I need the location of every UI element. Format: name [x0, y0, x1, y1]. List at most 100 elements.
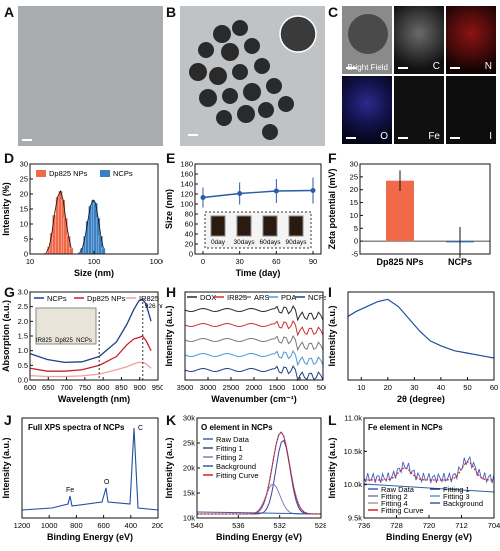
y-tick-label: 10.0k [344, 480, 363, 489]
x-tick-label: 500 [317, 383, 326, 392]
panel-label-e: E [166, 150, 176, 166]
y-tick-label: 0 [24, 250, 28, 259]
y-tick-label: 20k [183, 464, 195, 473]
y-tick-label: 20 [350, 185, 358, 194]
x-tick-label: 712 [455, 521, 468, 530]
legend-label: Background [216, 462, 256, 471]
plot-frame [184, 291, 324, 381]
panel-label-l: L [328, 412, 337, 428]
y-axis-label: Intensity (a.u.) [1, 437, 11, 498]
y-axis-label: Absorption (a.u.) [1, 300, 11, 372]
y-axis-label: Intensity (a.u.) [327, 437, 337, 498]
peak-label: C [138, 425, 143, 432]
panel-label-g: G [4, 284, 15, 300]
vial-label: 30days [234, 239, 256, 246]
category-label: NCPs [448, 257, 472, 267]
background-line [196, 511, 322, 515]
fitting-2 [197, 483, 321, 515]
vial [210, 215, 226, 237]
x-axis-label: Binding Energy (eV) [386, 532, 472, 542]
eds-map-n: N [446, 6, 496, 74]
x-tick-label: 30 [235, 257, 243, 266]
tem-image-b [180, 6, 325, 146]
y-tick-label: 80 [185, 210, 193, 219]
bar [101, 247, 106, 255]
chart-title: Fe element in NCPs [368, 423, 443, 432]
x-tick-label: 850 [115, 383, 128, 392]
fit-curve [79, 199, 104, 253]
x-tick-label: 3500 [177, 383, 194, 392]
legend-label: Dp825 NPs [87, 294, 126, 303]
x-tick-label: 736 [358, 521, 371, 530]
inset-particle [279, 15, 317, 53]
bar [69, 247, 74, 255]
inset-label: NCPs [76, 338, 92, 344]
vial [262, 215, 278, 237]
vial-label: 90days [286, 239, 308, 246]
panel-label-k: K [166, 412, 177, 428]
spectrum-line [184, 305, 324, 322]
y-tick-label: 40 [185, 230, 193, 239]
y-tick-label: 15 [20, 205, 28, 214]
y-axis-label: Size (nm) [164, 189, 174, 229]
legend-label: NCPs [308, 293, 326, 302]
x-tick-label: 1200 [14, 521, 31, 530]
legend-label: Fitting 3 [443, 492, 470, 501]
y-tick-label: 160 [180, 170, 193, 179]
chart-size-over-time: 0day 30days 60days 90days020406080100120140… [164, 160, 322, 278]
plot-frame [359, 163, 491, 255]
y-tick-label: 0 [189, 250, 193, 259]
legend-label: NCPs [113, 169, 133, 178]
x-tick-label: 1000 [41, 521, 58, 530]
fitting-curve [197, 431, 322, 515]
fitting-curve [364, 461, 495, 481]
legend-label: Fitting 2 [216, 453, 243, 462]
x-axis-label: Wavelength (nm) [58, 394, 130, 404]
x-tick-label: 0 [201, 257, 205, 266]
data-point [273, 188, 279, 194]
y-axis-label: Intensity (a.u.) [164, 437, 174, 498]
chart-title: O element in NCPs [201, 423, 273, 432]
plot-frame [21, 417, 159, 519]
x-tick-label: 950 [152, 383, 163, 392]
peak-label: Fe [66, 487, 74, 494]
x-tick-label: 536 [232, 521, 245, 530]
x-axis-label: Binding Energy (eV) [47, 532, 133, 542]
y-tick-label: 10k [183, 514, 195, 523]
x-tick-label: 532 [273, 521, 286, 530]
legend-swatch [100, 170, 110, 177]
eds-map-bright-field: Bright Field [342, 6, 392, 74]
y-tick-label: 5 [354, 224, 358, 233]
y-tick-label: 1.0 [18, 346, 28, 355]
legend-label: Fitting Curve [216, 471, 259, 480]
legend-label: Dp825 NPs [49, 169, 88, 178]
y-tick-label: 0.5 [18, 361, 28, 370]
vial-label: 0day [211, 239, 226, 246]
x-tick-label: 10 [357, 383, 365, 392]
x-tick-label: 90 [309, 257, 317, 266]
legend-label: Background [443, 499, 483, 508]
y-tick-label: 5 [24, 235, 28, 244]
inset-photo [35, 307, 97, 345]
y-axis-label: Intensity (a.u.) [327, 305, 337, 366]
panel-label-h: H [166, 284, 177, 300]
chart-title: Full XPS spectra of NCPs [28, 423, 125, 432]
panel-label-f: F [328, 150, 337, 166]
y-tick-label: 0.0 [18, 376, 28, 385]
inset-label: Dp825 [55, 338, 73, 344]
y-tick-label: 15 [350, 198, 358, 207]
y-tick-label: 10.5k [344, 447, 363, 456]
legend-label: Fitting 1 [443, 485, 470, 494]
legend-label: IR825 [139, 294, 159, 303]
scale-bar [22, 139, 32, 141]
legend-label: ARS [254, 293, 269, 302]
y-tick-label: 140 [180, 180, 193, 189]
y-tick-label: 20 [20, 190, 28, 199]
y-tick-label: 60 [185, 220, 193, 229]
x-tick-label: 800 [97, 383, 110, 392]
panel-label-a: A [4, 4, 15, 20]
inset-label: IR825 [36, 338, 53, 344]
particles-svg [188, 15, 317, 140]
spectrum-line [184, 335, 324, 352]
